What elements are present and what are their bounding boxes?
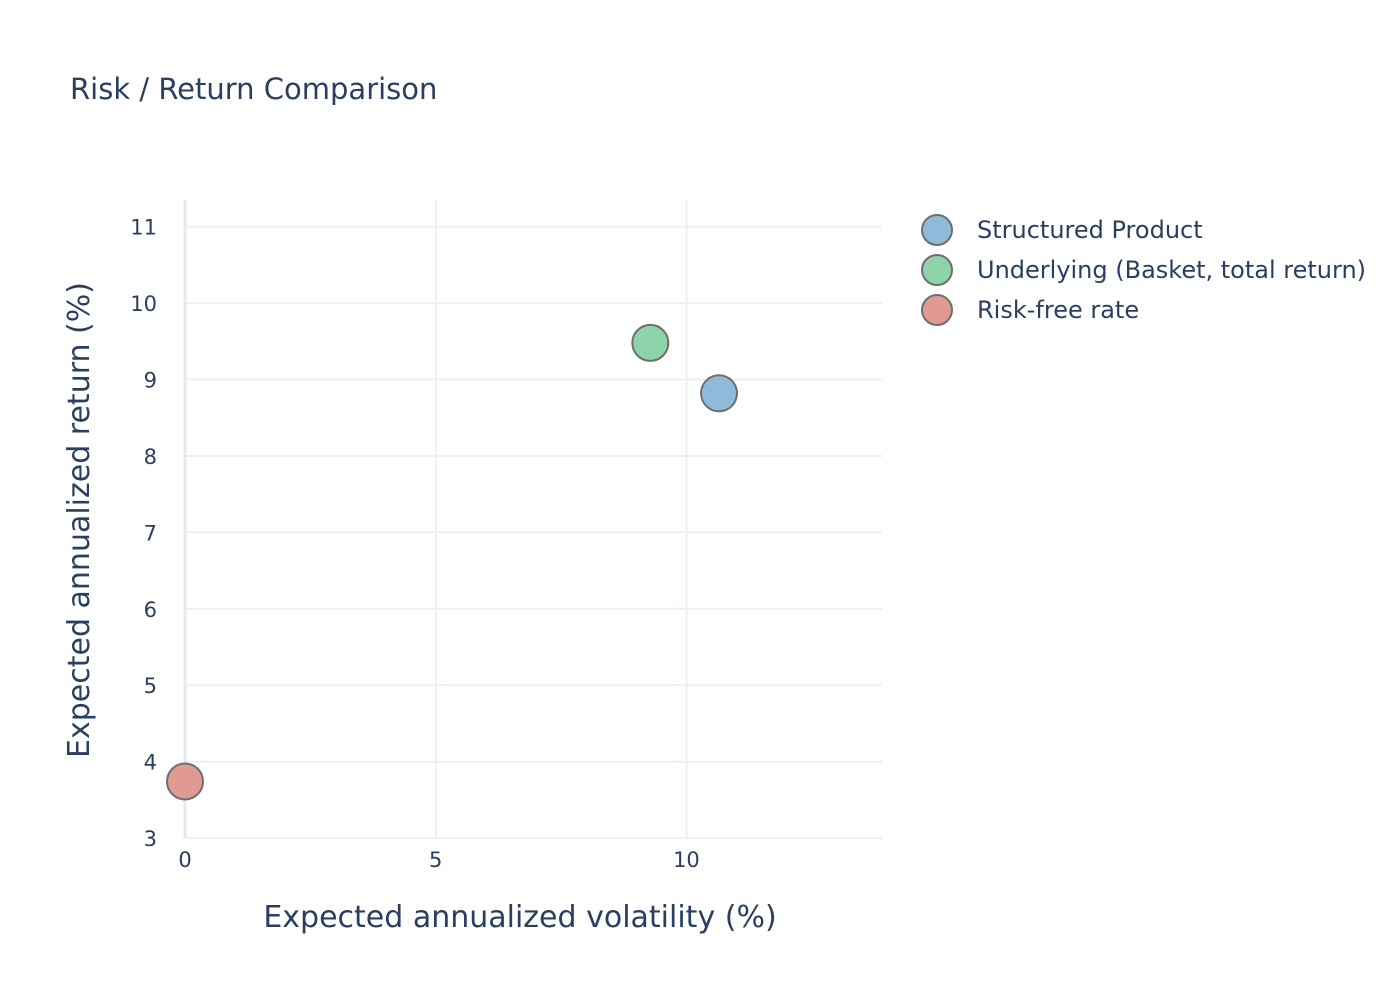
grid	[183, 200, 882, 839]
y-tick-label: 10	[130, 292, 157, 316]
data-point[interactable]	[631, 323, 670, 362]
y-tick-label: 3	[144, 827, 157, 851]
legend-marker	[921, 294, 953, 326]
chart-title: Risk / Return Comparison	[70, 72, 437, 106]
legend-marker	[921, 214, 953, 246]
y-tick-label: 4	[144, 751, 157, 775]
data-points	[166, 323, 739, 801]
x-axis-title: Expected annualized volatility (%)	[263, 900, 776, 935]
x-tick-label: 10	[673, 848, 700, 872]
y-tick-label: 9	[144, 369, 157, 393]
data-point[interactable]	[700, 374, 739, 413]
data-point[interactable]	[166, 762, 204, 801]
legend-item[interactable]: Structured Product	[921, 214, 1203, 246]
x-axis-ticks: 0 5 10	[178, 848, 699, 872]
legend-label: Structured Product	[977, 216, 1203, 244]
y-tick-label: 11	[130, 216, 157, 240]
legend: Structured Product Underlying (Basket, to…	[921, 214, 1366, 326]
y-tick-label: 6	[144, 598, 157, 622]
legend-marker	[921, 254, 953, 286]
x-tick-label: 5	[429, 848, 442, 872]
legend-item[interactable]: Underlying (Basket, total return)	[921, 254, 1366, 286]
y-tick-label: 8	[144, 445, 157, 469]
y-tick-label: 5	[144, 674, 157, 698]
y-axis-title: Expected annualized return (%)	[62, 282, 97, 758]
legend-label: Risk-free rate	[977, 296, 1139, 324]
y-axis-ticks: 3 4 5 6 7 8 9 10 11	[130, 216, 157, 851]
x-tick-label: 0	[178, 848, 191, 872]
legend-label: Underlying (Basket, total return)	[977, 256, 1366, 284]
y-tick-label: 7	[144, 521, 157, 545]
legend-item[interactable]: Risk-free rate	[921, 294, 1139, 326]
